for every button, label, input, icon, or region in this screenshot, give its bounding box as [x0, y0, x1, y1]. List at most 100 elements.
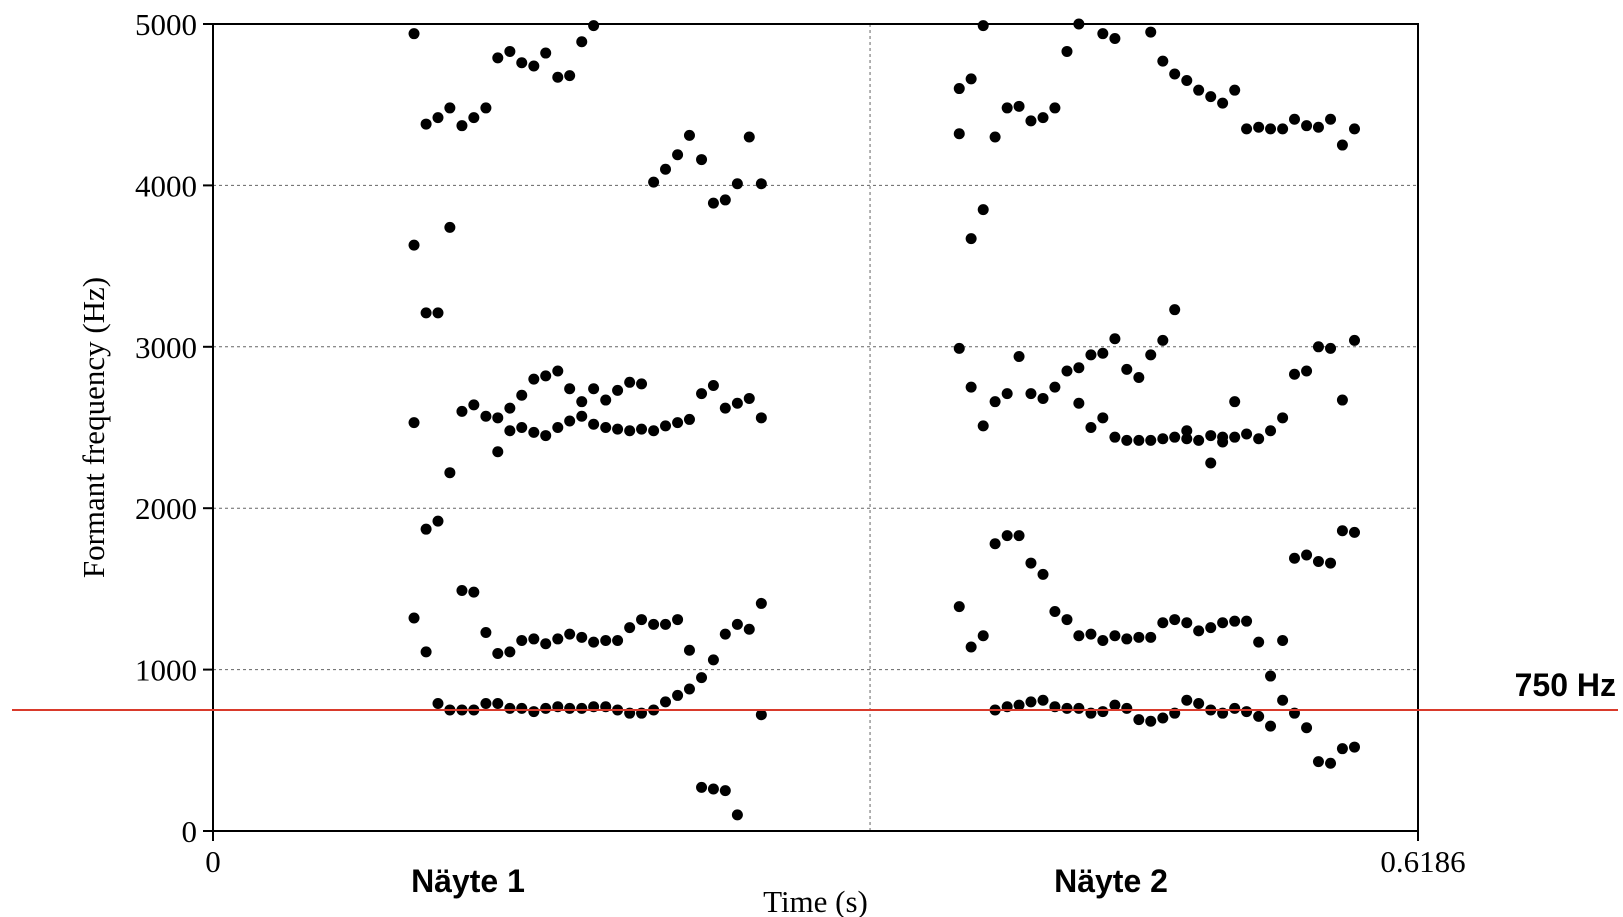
- formant-point: [516, 635, 528, 647]
- formant-point: [408, 417, 420, 429]
- formant-point: [1061, 45, 1073, 57]
- formant-point: [564, 628, 576, 640]
- formant-point: [953, 342, 965, 354]
- formant-point: [1181, 694, 1193, 706]
- formant-point: [977, 420, 989, 432]
- formant-point: [1325, 757, 1337, 769]
- formant-point: [1336, 743, 1348, 755]
- x-tick-label-min: 0: [205, 844, 221, 879]
- formant-point: [1325, 557, 1337, 569]
- formant-point: [1109, 699, 1121, 711]
- formant-point: [588, 383, 600, 395]
- formant-point: [755, 178, 767, 190]
- formant-point: [719, 785, 731, 797]
- formant-point: [953, 128, 965, 140]
- formant-point: [965, 73, 977, 85]
- formant-point: [408, 28, 420, 40]
- formant-point: [1013, 530, 1025, 542]
- formant-point: [1277, 123, 1289, 135]
- formant-point: [540, 47, 552, 59]
- formant-point: [468, 399, 480, 411]
- formant-point: [1253, 433, 1265, 445]
- formant-point: [1289, 113, 1301, 125]
- formant-point: [1181, 617, 1193, 629]
- formant-point: [672, 689, 684, 701]
- formant-point: [1133, 434, 1145, 446]
- formant-point: [683, 644, 695, 656]
- formant-point: [1061, 365, 1073, 377]
- formant-point: [1205, 430, 1217, 442]
- formant-point: [516, 57, 528, 69]
- formant-point: [1061, 614, 1073, 626]
- formant-point: [1085, 422, 1097, 433]
- formant-point: [504, 402, 516, 414]
- formant-point: [1121, 633, 1133, 645]
- formant-point: [1193, 697, 1205, 709]
- formant-point: [444, 102, 456, 114]
- formant-point: [696, 672, 708, 684]
- grid: [213, 24, 1418, 831]
- formant-point: [564, 383, 576, 395]
- x-axis-title: Time (s): [763, 884, 868, 917]
- formant-point: [492, 412, 504, 424]
- formant-point: [672, 417, 684, 429]
- formant-point: [492, 52, 504, 64]
- formant-points: [408, 18, 1360, 821]
- formant-point: [1229, 431, 1241, 443]
- formant-point: [1085, 628, 1097, 640]
- formant-point: [492, 647, 504, 659]
- formant-point: [1348, 526, 1360, 538]
- formant-point: [977, 204, 989, 216]
- formant-point: [683, 413, 695, 425]
- formant-point: [1301, 722, 1313, 734]
- formant-point: [1109, 431, 1121, 443]
- formant-point: [1025, 115, 1037, 127]
- formant-point: [564, 702, 576, 714]
- formant-point: [1001, 530, 1013, 542]
- formant-point: [492, 446, 504, 458]
- formant-point: [1348, 334, 1360, 346]
- formant-point: [1205, 622, 1217, 634]
- plot-frame: [212, 23, 1419, 832]
- formant-point: [1193, 434, 1205, 446]
- formant-point: [576, 631, 588, 643]
- formant-point: [456, 585, 468, 597]
- formant-point: [576, 410, 588, 422]
- x-tick-label-max: 0.6186: [1380, 844, 1465, 879]
- formant-point: [683, 129, 695, 141]
- formant-point: [1037, 112, 1049, 124]
- formant-point: [420, 307, 432, 319]
- formant-point: [755, 709, 767, 721]
- formant-point: [1348, 741, 1360, 753]
- formant-point: [432, 515, 444, 527]
- formant-point: [576, 702, 588, 714]
- formant-point: [612, 384, 624, 396]
- y-axis-title: Formant frequency (Hz): [76, 277, 111, 578]
- formant-point: [468, 586, 480, 598]
- formant-point: [1121, 702, 1133, 714]
- formant-point: [408, 239, 420, 251]
- formant-point: [588, 20, 600, 32]
- formant-point: [564, 415, 576, 427]
- formant-point: [624, 425, 636, 437]
- formant-point: [444, 467, 456, 479]
- formant-point: [420, 118, 432, 130]
- formant-point: [1169, 304, 1181, 316]
- formant-point: [1145, 26, 1157, 38]
- formant-point: [1181, 433, 1193, 445]
- formant-point: [1205, 457, 1217, 469]
- formant-point: [1277, 694, 1289, 706]
- formant-point: [965, 381, 977, 393]
- formant-point: [1121, 434, 1133, 446]
- formant-point: [1265, 425, 1277, 437]
- formant-point: [600, 635, 612, 647]
- formant-point: [1325, 342, 1337, 354]
- formant-point: [1025, 388, 1037, 400]
- formant-point: [1312, 555, 1324, 567]
- formant-point: [977, 20, 989, 32]
- formant-point: [600, 394, 612, 406]
- formant-point: [755, 597, 767, 609]
- formant-point: [1109, 333, 1121, 345]
- formant-point: [480, 410, 492, 422]
- formant-point: [707, 654, 719, 666]
